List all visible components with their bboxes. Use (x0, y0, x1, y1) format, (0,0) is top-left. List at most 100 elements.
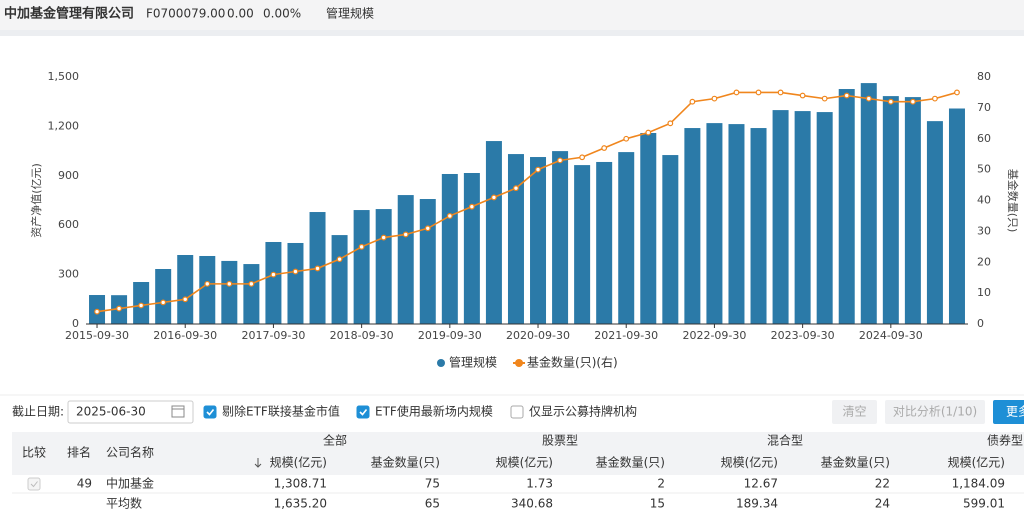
legend-label[interactable]: 管理规模 (449, 355, 497, 370)
button[interactable] (993, 400, 1024, 424)
line-marker (579, 154, 586, 161)
line-marker (557, 157, 563, 164)
sort-arrow[interactable] (254, 458, 262, 468)
date-value: 2025-06-30 (76, 405, 146, 419)
line-marker (733, 89, 740, 96)
header-bar (0, 0, 1024, 30)
button-label[interactable]: 更多 (1006, 405, 1024, 419)
cell: 65 (425, 497, 440, 511)
bar (772, 110, 789, 325)
tab[interactable]: 管理规模 (326, 6, 374, 21)
column-header[interactable]: 基金数量(只) (596, 455, 665, 470)
group-header: 股票型 (542, 434, 578, 448)
line-marker (138, 302, 145, 309)
column-header[interactable]: 规模(亿元) (496, 455, 553, 470)
company-name: 中加基金 (106, 476, 154, 491)
calendar-icon (171, 405, 185, 418)
cell: 340.68 (511, 497, 553, 511)
bar (375, 209, 392, 324)
checkbox-label[interactable]: 剔除ETF联接基金市值 (222, 404, 340, 419)
table-header-bg (12, 432, 1024, 475)
line-marker (182, 296, 189, 303)
date-label: 截止日期: (12, 405, 64, 419)
divider (0, 30, 1024, 36)
bar (750, 128, 767, 324)
button[interactable] (885, 400, 985, 424)
bar (507, 154, 524, 324)
button-label[interactable]: 对比分析(1/10) (893, 405, 977, 419)
line-marker (248, 280, 255, 287)
bar (221, 260, 238, 324)
line-marker (116, 305, 122, 312)
checkbox-label[interactable]: ETF使用最新场内规模 (375, 404, 493, 419)
fund-code: F0700079.00 (146, 7, 225, 21)
date-input[interactable] (67, 400, 194, 424)
bar (684, 128, 701, 324)
checkbox[interactable] (356, 405, 370, 419)
column-header[interactable]: 规模(亿元) (948, 455, 1005, 470)
line-marker (843, 92, 850, 99)
bar (397, 195, 414, 324)
line-marker (270, 271, 277, 278)
rank: 49 (77, 477, 92, 491)
bar (243, 264, 260, 324)
bar (596, 161, 613, 324)
line-marker (380, 234, 387, 241)
cell: 599.01 (963, 497, 1005, 511)
line-marker (535, 166, 541, 173)
line-marker (887, 98, 894, 105)
bar (926, 121, 943, 324)
checkbox[interactable] (203, 405, 217, 419)
bar (948, 108, 965, 324)
x-tick-label: 2018-09-30 (330, 329, 394, 342)
line-marker (226, 280, 233, 287)
line-marker (160, 299, 167, 306)
y-tick-label: 0 (72, 317, 79, 330)
line-marker (865, 95, 872, 102)
line-marker (777, 89, 784, 96)
legend-label[interactable]: 基金数量(只)(右) (527, 355, 618, 370)
line-marker (601, 145, 608, 151)
bar (794, 111, 811, 324)
cell: 1.73 (526, 477, 553, 491)
line-marker (424, 225, 431, 232)
bar (331, 235, 348, 324)
button[interactable] (832, 400, 877, 424)
line-marker (402, 231, 409, 238)
y2-tick-label: 60 (977, 132, 991, 145)
bar (574, 165, 591, 324)
checkbox-label[interactable]: 仅显示公募持牌机构 (529, 404, 637, 419)
cell: 75 (425, 477, 440, 491)
x-tick-label: 2015-09-30 (65, 329, 129, 342)
cell: 1,184.09 (952, 477, 1005, 491)
company-title: 中加基金管理有限公司 (4, 6, 134, 22)
column-header[interactable]: 规模(亿元) (721, 455, 778, 470)
bar (860, 83, 877, 324)
line-marker (755, 89, 762, 96)
line-marker (932, 95, 938, 102)
column-header[interactable]: 基金数量(只) (821, 455, 890, 470)
column-header[interactable]: 基金数量(只) (371, 455, 440, 470)
x-tick-label: 2024-09-30 (859, 329, 923, 342)
line-marker (909, 98, 916, 105)
bar (265, 241, 282, 324)
line-marker (204, 280, 211, 287)
line-marker (314, 265, 321, 272)
line-marker (689, 98, 696, 105)
button-label[interactable]: 清空 (842, 405, 866, 419)
line (96, 91, 958, 313)
group-header: 全部 (323, 433, 347, 448)
check-mark (359, 409, 368, 416)
x-tick-label: 2021-09-30 (594, 329, 658, 342)
cell: 1,635.20 (274, 497, 327, 511)
change: 0.00 (227, 7, 254, 21)
group-header: 混合型 (767, 433, 803, 448)
column-header[interactable]: 规模(亿元) (270, 455, 327, 470)
line-marker (667, 120, 674, 127)
bar (463, 173, 480, 324)
group-header: 债券型 (987, 433, 1023, 448)
line-marker (513, 185, 519, 192)
row-checkbox (27, 477, 41, 491)
checkbox[interactable] (510, 405, 524, 419)
